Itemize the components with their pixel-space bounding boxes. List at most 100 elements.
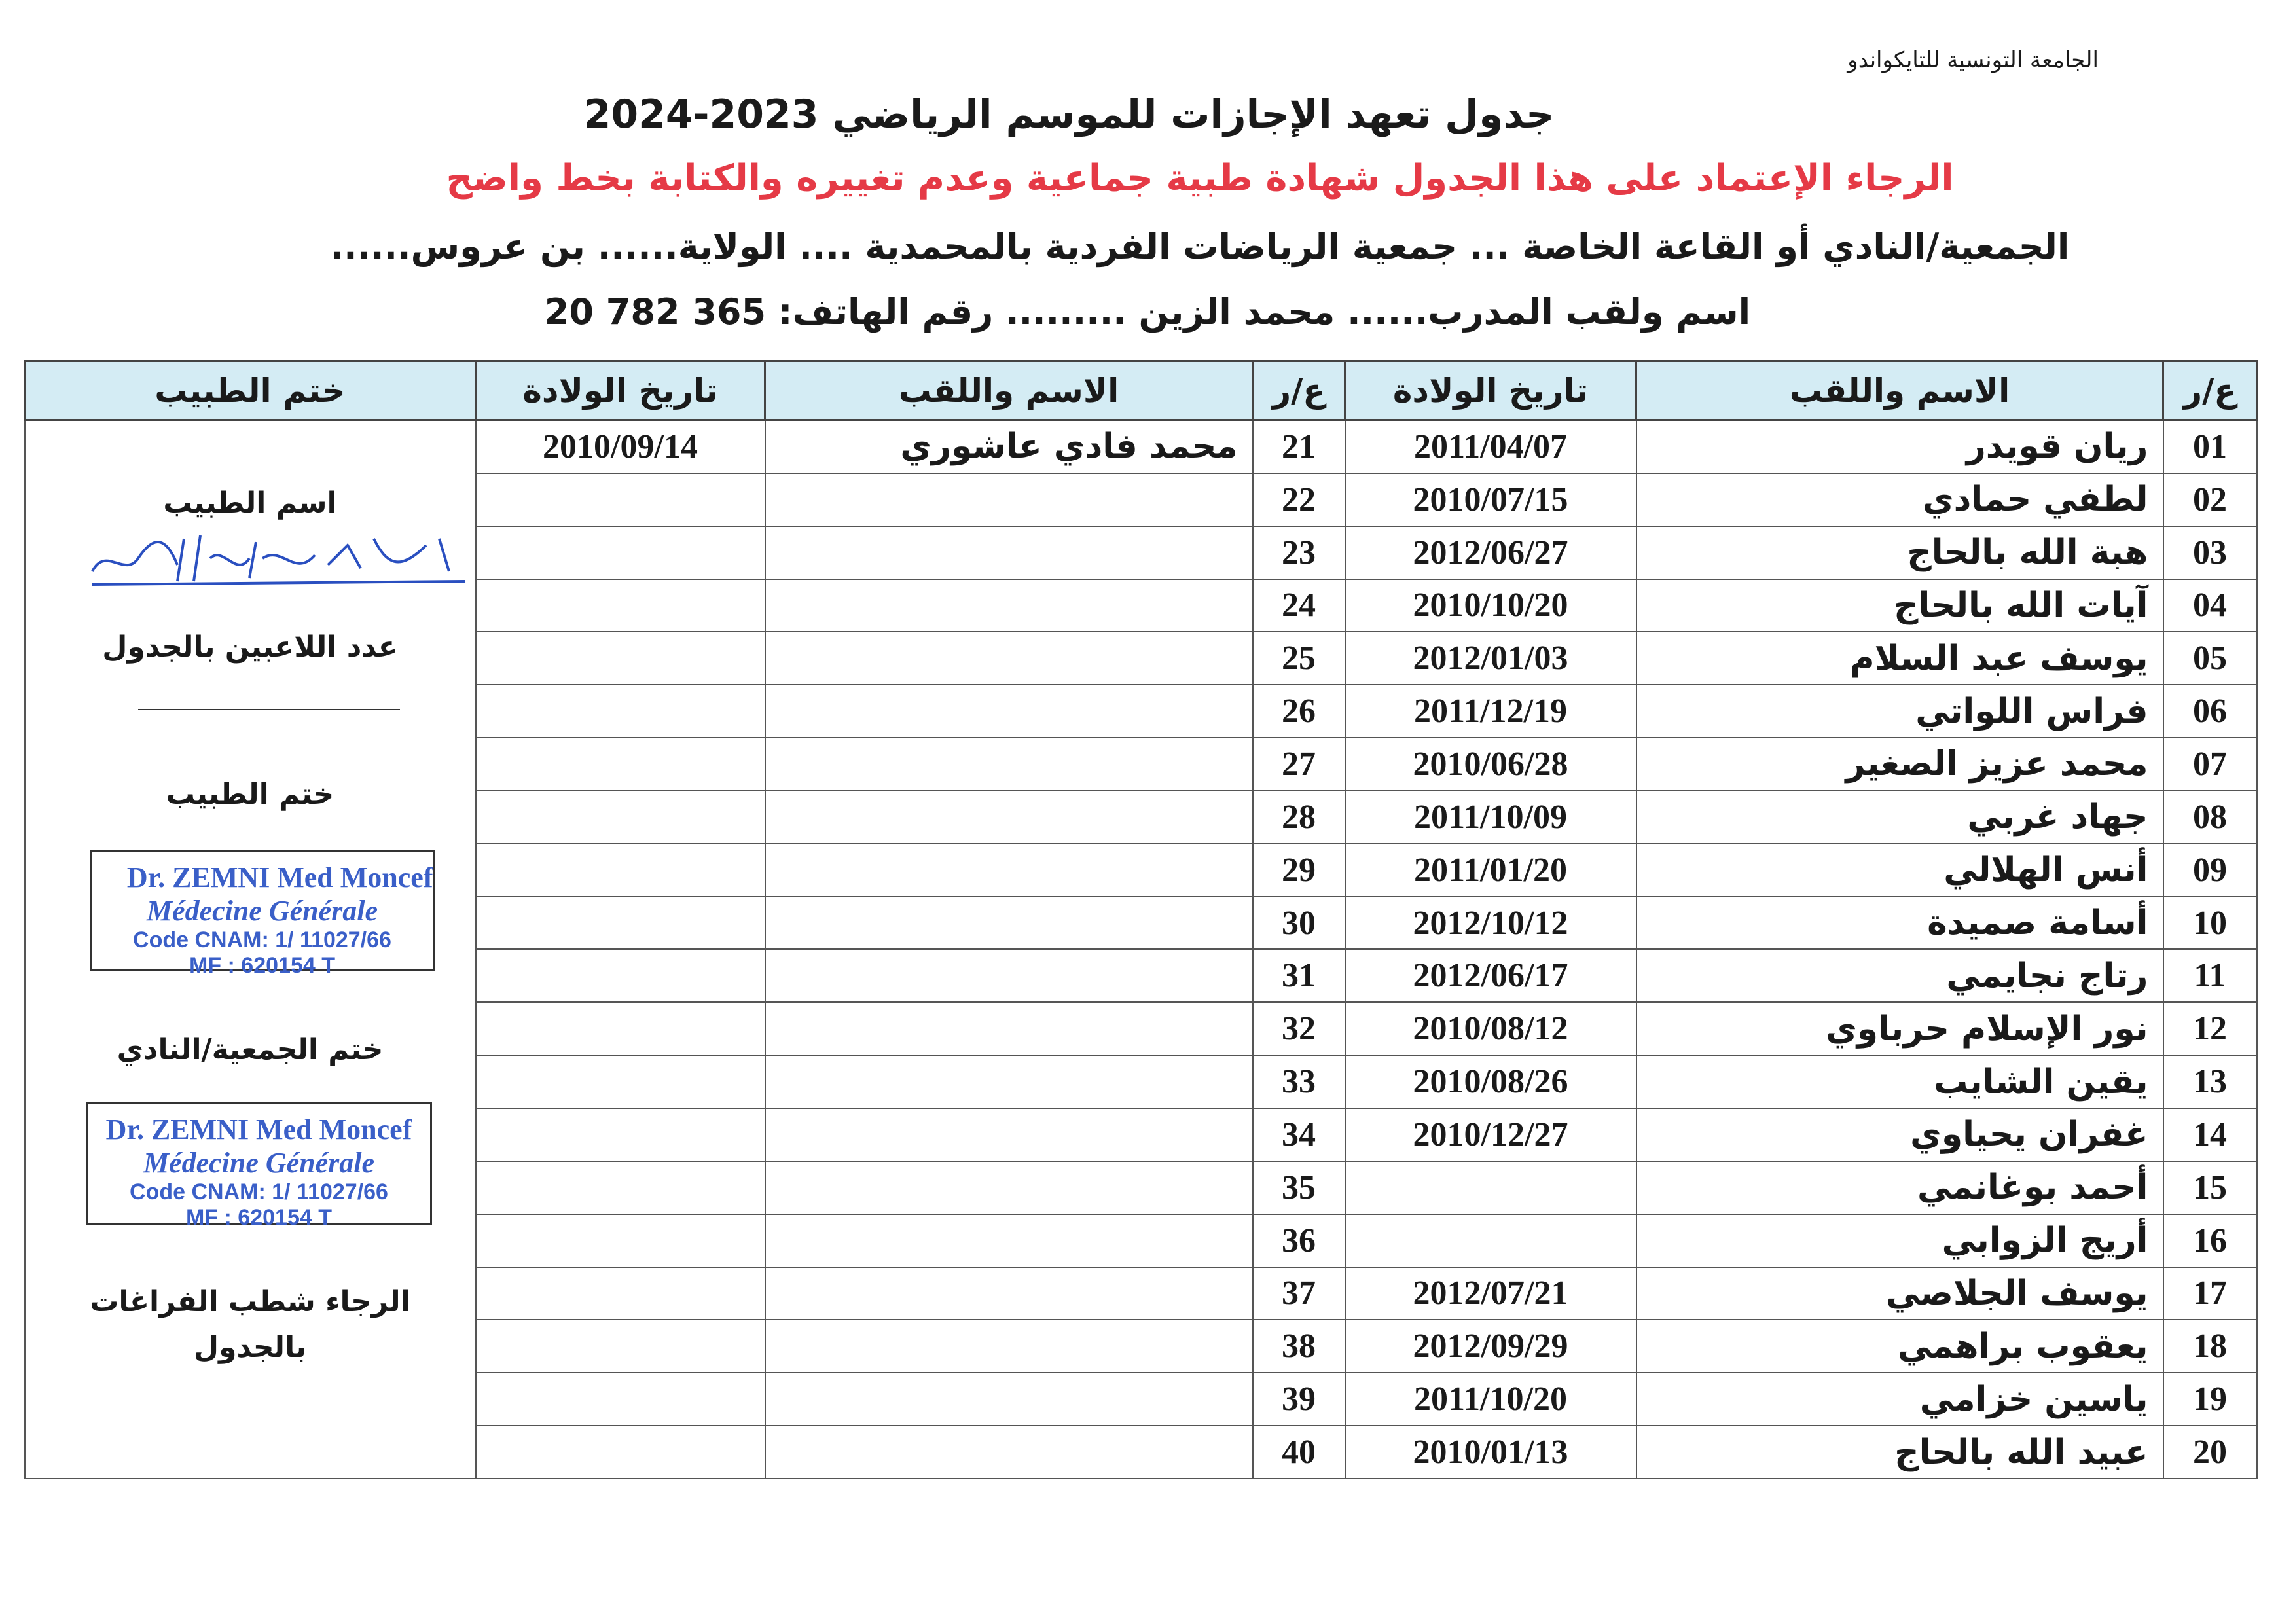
player-name-2 [764, 1107, 1254, 1162]
player-dob: 2010/12/27 [1344, 1107, 1637, 1162]
row-number-2: 36 [1252, 1213, 1346, 1268]
organization-name: الجامعة التونسية للتايكواندو [1847, 47, 2099, 73]
player-dob: 2010/08/12 [1344, 1001, 1637, 1056]
player-name-2: محمد فادي عاشوري [764, 419, 1254, 474]
player-dob-2 [475, 948, 766, 1003]
table-row: 05 يوسف عبد السلام 2012/01/03 25 [25, 631, 2258, 686]
player-name: رتاج نجايمي [1635, 948, 2164, 1003]
table-row: 14 غفران يحياوي 2010/12/27 34 [25, 1107, 2258, 1162]
player-name: نور الإسلام حرباوي [1635, 1001, 2164, 1056]
row-number: 13 [2162, 1055, 2258, 1109]
player-name: أسامة صميدة [1635, 895, 2164, 950]
player-name: لطفي حمادي [1635, 472, 2164, 527]
player-name-2 [764, 789, 1254, 844]
player-dob-2 [475, 737, 766, 791]
player-name: يوسف عبد السلام [1635, 631, 2164, 686]
row-number-2: 38 [1252, 1319, 1346, 1374]
row-number: 20 [2162, 1425, 2258, 1479]
row-number-2: 33 [1252, 1055, 1346, 1109]
player-dob: 2010/06/28 [1344, 737, 1637, 791]
player-dob: 2011/04/07 [1344, 419, 1637, 474]
player-name: أنس الهلالي [1635, 842, 2164, 897]
player-name-2 [764, 472, 1254, 527]
player-dob [1344, 1160, 1637, 1215]
col-header-dob: تاريخ الولادة [1344, 360, 1637, 421]
row-number: 18 [2162, 1319, 2258, 1374]
table-row: 12 نور الإسلام حرباوي 2010/08/12 32 [25, 1001, 2258, 1056]
cross-out-note-2: بالجدول [193, 1331, 307, 1364]
col-header-name: الاسم واللقب [1635, 360, 2164, 421]
table-row: 03 هبة الله بالحاج 2012/06/27 23 [25, 525, 2258, 580]
table-row: 15 أحمد بوغانمي 35 [25, 1160, 2258, 1215]
player-count-label: عدد اللاعبين بالجدول [102, 630, 398, 664]
row-number: 10 [2162, 895, 2258, 950]
row-number: 07 [2162, 737, 2258, 791]
doctor-stamp: Dr. ZEMNI Med Moncef Médecine Générale C… [89, 850, 435, 978]
doctor-signature [90, 535, 465, 586]
club-line: الجمعية/النادي أو القاعة الخاصة ... جمعي… [330, 226, 2070, 267]
player-dob-2 [475, 525, 766, 580]
player-dob: 2012/07/21 [1344, 1266, 1637, 1321]
player-dob: 2012/09/29 [1344, 1319, 1637, 1374]
row-number: 17 [2162, 1266, 2258, 1321]
row-number: 15 [2162, 1160, 2258, 1215]
row-number-2: 30 [1252, 895, 1346, 950]
player-name-2 [764, 1372, 1254, 1427]
player-name-2 [764, 948, 1254, 1003]
player-name-2 [764, 1001, 1254, 1056]
row-number-2: 22 [1252, 472, 1346, 527]
player-name: فراس اللواتي [1635, 684, 2164, 739]
row-number-2: 25 [1252, 631, 1346, 686]
player-dob: 2010/08/26 [1344, 1055, 1637, 1109]
player-name-2 [764, 525, 1254, 580]
player-name-2 [764, 1055, 1254, 1109]
doctor-stamp-label: ختم الطبيب [166, 778, 334, 811]
player-dob: 2011/01/20 [1344, 842, 1637, 897]
row-number: 04 [2162, 578, 2258, 633]
player-name-2 [764, 1160, 1254, 1215]
table-row: 13 يقين الشايب 2010/08/26 33 [25, 1055, 2258, 1109]
row-number-2: 27 [1252, 737, 1346, 791]
player-dob-2 [475, 842, 766, 897]
row-number: 11 [2162, 948, 2258, 1003]
player-dob-2 [475, 1213, 766, 1268]
player-dob-2 [475, 895, 766, 950]
row-number: 02 [2162, 472, 2258, 527]
licenses-table: ع/ر الاسم واللقب تاريخ الولادة ع/ر الاسم… [24, 360, 2258, 1479]
player-name: أحمد بوغانمي [1635, 1160, 2164, 1215]
player-dob-2 [475, 631, 766, 686]
player-dob-2 [475, 472, 766, 527]
player-name: يعقوب براهمي [1635, 1319, 2164, 1374]
player-name-2 [764, 1213, 1254, 1268]
player-name: ياسين خزامي [1635, 1372, 2164, 1427]
table-row: 19 ياسين خزامي 2011/10/20 39 [25, 1372, 2258, 1427]
col-header-dob-2: تاريخ الولادة [475, 360, 766, 421]
row-number: 14 [2162, 1107, 2258, 1162]
player-dob-2 [475, 578, 766, 633]
row-number-2: 40 [1252, 1425, 1346, 1479]
player-dob [1344, 1213, 1637, 1268]
player-name-2 [764, 1319, 1254, 1374]
player-dob-2 [475, 1160, 766, 1215]
coach-line: اسم ولقب المدرب...... محمد الزين .......… [544, 291, 1751, 333]
player-name: ريان قويدر [1635, 419, 2164, 474]
table-row: 04 آيات الله بالحاج 2010/10/20 24 [25, 578, 2258, 633]
player-name: غفران يحياوي [1635, 1107, 2164, 1162]
row-number-2: 34 [1252, 1107, 1346, 1162]
row-number: 09 [2162, 842, 2258, 897]
player-dob-2: 2010/09/14 [475, 419, 766, 474]
player-dob-2 [475, 1107, 766, 1162]
player-name-2 [764, 895, 1254, 950]
player-dob-2 [475, 789, 766, 844]
row-number-2: 35 [1252, 1160, 1346, 1215]
row-number: 12 [2162, 1001, 2258, 1056]
row-number-2: 31 [1252, 948, 1346, 1003]
player-dob: 2011/10/09 [1344, 789, 1637, 844]
row-number: 03 [2162, 525, 2258, 580]
row-number-2: 37 [1252, 1266, 1346, 1321]
table-header-row: ع/ر الاسم واللقب تاريخ الولادة ع/ر الاسم… [24, 360, 2258, 421]
table-row: 09 أنس الهلالي 2011/01/20 29 [25, 842, 2258, 897]
table-row: 10 أسامة صميدة 2012/10/12 30 [25, 895, 2258, 950]
player-dob: 2012/10/12 [1344, 895, 1637, 950]
player-name-2 [764, 1266, 1254, 1321]
